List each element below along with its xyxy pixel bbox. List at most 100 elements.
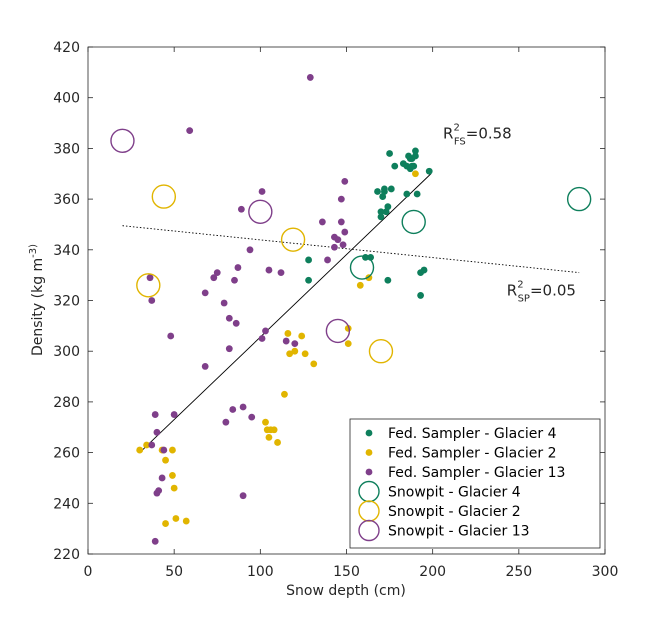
sampler-point: [262, 418, 269, 426]
snowpit-point: [280, 227, 306, 252]
sampler-point: [337, 195, 345, 203]
sampler-point: [277, 269, 285, 277]
snowpit-point: [248, 199, 273, 224]
snowpit-point: [136, 273, 161, 298]
sampler-point: [301, 350, 309, 358]
legend-box: [349, 418, 601, 549]
sampler-point: [248, 413, 256, 421]
sampler-point: [377, 208, 385, 216]
sampler-point: [143, 441, 150, 449]
sampler-point: [239, 492, 247, 500]
y-tick-label: 260: [53, 446, 80, 462]
sampler-point: [232, 319, 240, 327]
sampler-point: [222, 418, 230, 426]
sampler-point: [169, 446, 176, 454]
sampler-point: [318, 218, 326, 226]
sampler-point: [170, 411, 178, 418]
y-axis-label-exponent: -3): [28, 244, 39, 258]
sampler-point: [148, 441, 156, 449]
sampler-point: [162, 456, 169, 464]
sampler-point: [162, 520, 169, 527]
sampler-point: [229, 406, 237, 413]
sampler-point: [146, 274, 154, 282]
y-tick-label: 220: [53, 547, 80, 563]
sampler-point: [291, 347, 299, 355]
sampler-point: [239, 403, 247, 411]
legend-marker: [358, 519, 380, 542]
x-tick-label: 50: [165, 564, 183, 580]
sampler-point: [341, 228, 349, 236]
series-fed-sampler-glacier-13: [146, 74, 349, 545]
sampler-point: [274, 439, 281, 446]
legend-label: Snowpit - Glacier 13: [388, 524, 530, 540]
sampler-point: [305, 276, 312, 284]
sampler-point: [158, 474, 166, 482]
sampler-point: [305, 256, 312, 264]
sampler-point: [412, 170, 419, 178]
sampler-point: [169, 472, 176, 479]
sampler-point: [270, 426, 278, 434]
sampler-point: [334, 236, 342, 244]
sampler-point: [356, 281, 364, 289]
x-tick-label: 150: [333, 564, 360, 580]
sampler-point: [425, 167, 433, 175]
sampler-point: [412, 147, 419, 155]
fed-sampler-fit-line: [139, 173, 432, 453]
x-tick-label: 250: [505, 564, 532, 580]
snowpit-point: [151, 184, 177, 209]
sampler-point: [262, 327, 269, 335]
sampler-point: [151, 411, 159, 418]
sampler-point: [324, 256, 331, 264]
snowpit-point: [401, 209, 426, 235]
sampler-point: [265, 266, 273, 274]
x-tick-label: 300: [592, 564, 619, 580]
series-snowpit-glacier-2: [136, 184, 394, 364]
sampler-point: [225, 345, 233, 353]
sampler-point: [331, 243, 338, 251]
sampler-point: [148, 297, 156, 304]
sampler-point: [286, 350, 294, 358]
sampler-point: [170, 484, 178, 492]
y-tick-label: 420: [53, 40, 80, 56]
sampler-point: [167, 332, 175, 340]
sampler-point: [225, 314, 233, 322]
y-tick-label: 280: [53, 395, 80, 411]
sampler-point: [412, 152, 419, 160]
snowpit-point: [110, 128, 135, 153]
sampler-point: [155, 487, 163, 495]
sampler-point: [258, 335, 266, 342]
sampler-point: [186, 127, 194, 135]
sampler-point: [160, 446, 168, 454]
series-fed-sampler-glacier-4: [305, 147, 433, 299]
sampler-point: [284, 330, 292, 337]
sampler-point: [310, 360, 318, 368]
snowpit-point: [368, 339, 394, 364]
sampler-point: [391, 162, 399, 170]
sampler-point: [420, 266, 428, 274]
y-tick-label: 360: [53, 192, 80, 208]
sampler-point: [386, 150, 393, 157]
series-snowpit-glacier-4: [349, 186, 592, 280]
snowpit-point: [349, 255, 375, 280]
series-snowpit-glacier-13: [110, 128, 351, 344]
sampler-point: [281, 390, 288, 398]
legend: Fed. Sampler - Glacier 4 Fed. Sampler - G…: [349, 418, 601, 549]
x-tick-label: 0: [84, 564, 93, 580]
sampler-point: [384, 276, 392, 284]
sampler-point: [341, 177, 349, 185]
sampler-point: [231, 276, 238, 284]
sampler-point: [306, 74, 314, 81]
sampler-point: [153, 428, 161, 436]
snowpit-point: [566, 186, 592, 212]
sampler-point: [237, 205, 245, 213]
legend-label: Fed. Sampler - Glacier 4: [388, 426, 557, 442]
sampler-point: [410, 162, 418, 170]
sampler-point: [213, 269, 221, 277]
sampler-point: [377, 213, 385, 221]
legend-marker: [365, 449, 373, 456]
sampler-point: [246, 246, 254, 254]
sampler-point: [344, 340, 352, 347]
series-fed-sampler-glacier-2: [136, 170, 419, 527]
sampler-point: [234, 264, 242, 271]
